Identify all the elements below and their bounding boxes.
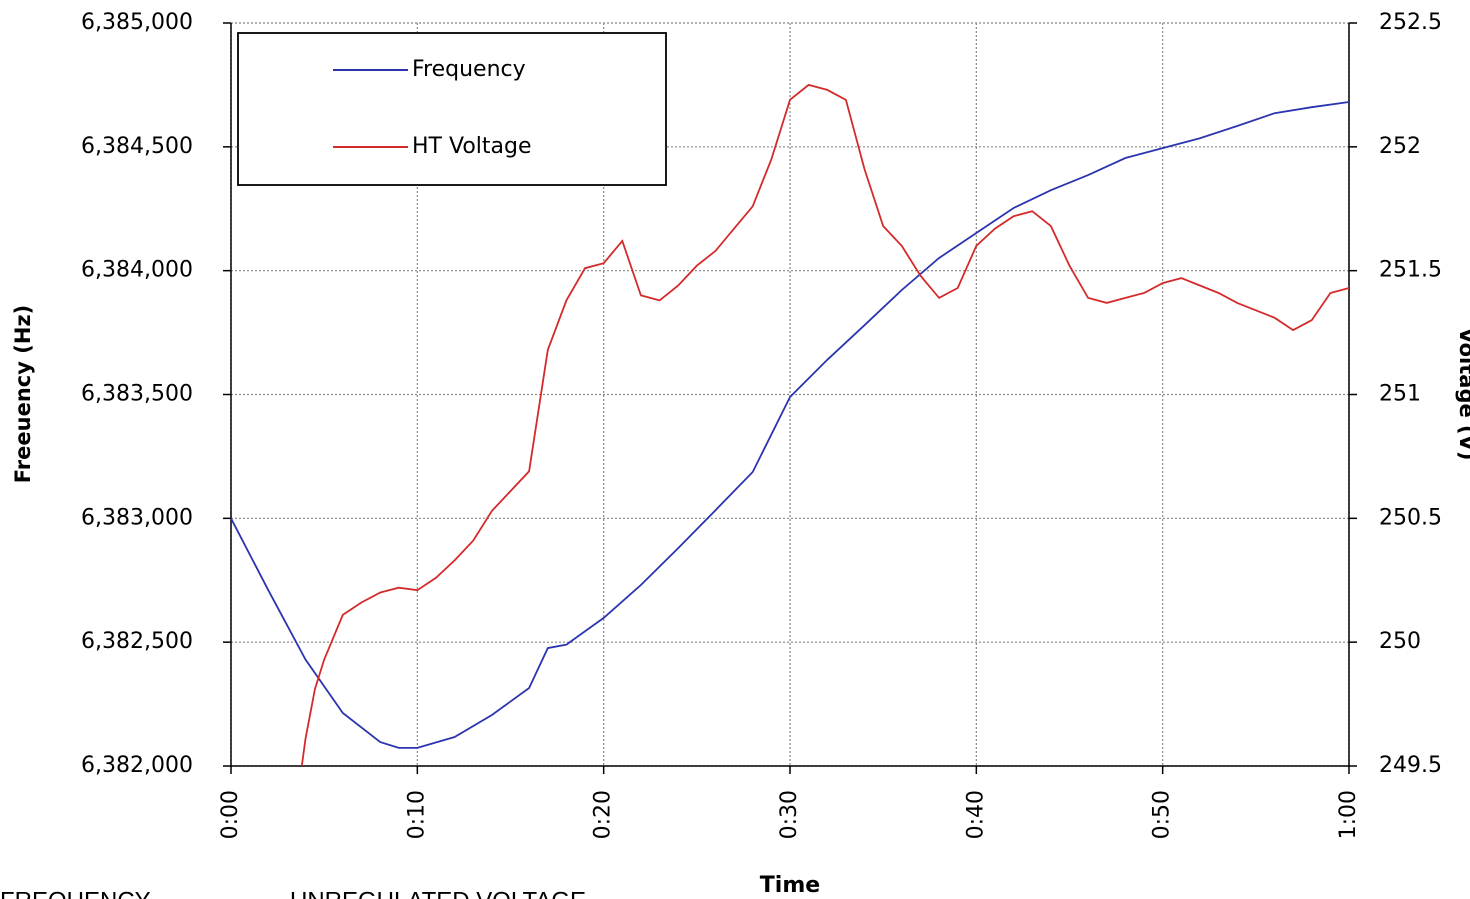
- caption: FREQUENCY: [0, 887, 151, 899]
- y2-tick-label: 250: [1379, 629, 1421, 654]
- x-axis-label: Time: [760, 873, 820, 898]
- y-tick-label: 6,384,500: [81, 134, 193, 159]
- legend-box: [237, 32, 667, 186]
- y-tick-label: 6,382,500: [81, 629, 193, 654]
- y2-axis-label: Voltage (V): [1455, 328, 1470, 461]
- y2-tick-label: 251: [1379, 382, 1421, 407]
- y-tick-label: 6,383,500: [81, 382, 193, 407]
- y2-tick-label: 252.5: [1379, 10, 1442, 35]
- x-tick-label: 0:30: [777, 790, 802, 839]
- x-tick-label: 0:50: [1150, 790, 1175, 839]
- y2-tick-label: 252: [1379, 134, 1421, 159]
- y-tick-label: 6,382,000: [81, 753, 193, 778]
- y2-tick-label: 251.5: [1379, 258, 1442, 283]
- x-tick-label: 0:40: [963, 790, 988, 839]
- y-tick-label: 6,385,000: [81, 10, 193, 35]
- caption: UNREGULATED VOLTAGE: [290, 887, 586, 899]
- y-tick-label: 6,384,000: [81, 258, 193, 283]
- series-line: [300, 83, 1350, 767]
- series-line: [230, 101, 1350, 749]
- x-tick-label: 0:10: [404, 790, 429, 839]
- y-tick-label: 6,383,000: [81, 505, 193, 530]
- legend-label: Frequency: [412, 57, 526, 82]
- y2-tick-label: 249.5: [1379, 753, 1442, 778]
- x-tick-label: 0:00: [218, 790, 243, 839]
- x-tick-label: 0:20: [591, 790, 616, 839]
- x-tick-label: 1:00: [1336, 790, 1361, 839]
- y2-tick-label: 250.5: [1379, 505, 1442, 530]
- y-axis-label: Freeuency (Hz): [11, 305, 35, 483]
- legend-label: HT Voltage: [412, 134, 532, 159]
